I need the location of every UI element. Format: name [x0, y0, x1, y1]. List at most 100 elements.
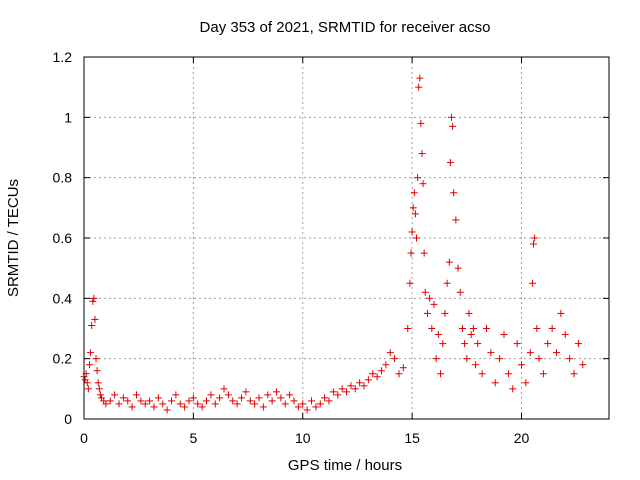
x-tick-label: 10 [295, 430, 311, 446]
data-point [141, 400, 149, 408]
data-point [533, 325, 541, 332]
data-point [88, 321, 96, 329]
data-point [95, 385, 103, 393]
data-point [360, 382, 368, 390]
data-point [406, 279, 414, 287]
data-point [347, 382, 355, 390]
data-point [410, 189, 418, 197]
data-point [414, 174, 422, 182]
y-tick-label: 0.8 [53, 170, 73, 186]
data-point [207, 391, 215, 399]
data-point [530, 240, 538, 248]
data-point [277, 394, 285, 402]
data-point [548, 325, 556, 332]
y-tick-label: 0.6 [53, 230, 73, 246]
data-point [119, 394, 127, 402]
data-point [574, 340, 582, 348]
data-point [268, 397, 276, 405]
data-point [92, 355, 100, 363]
data-point [338, 385, 346, 393]
grid-lines [84, 57, 609, 419]
data-point [351, 385, 359, 393]
data-point [463, 355, 471, 363]
data-point [220, 385, 228, 393]
data-point [420, 249, 428, 257]
data-point [448, 113, 455, 121]
data-point [478, 370, 486, 378]
data-point [539, 370, 547, 378]
data-point [472, 361, 480, 369]
data-point [566, 355, 574, 363]
data-point [172, 391, 180, 399]
x-axis-title: GPS time / hours [288, 457, 402, 474]
y-tick-label: 1 [64, 109, 72, 125]
data-point [290, 397, 298, 405]
data-point [544, 340, 552, 348]
data-point [454, 264, 462, 272]
data-point [526, 349, 534, 357]
data-point [432, 355, 440, 363]
data-point [255, 394, 263, 402]
data-point [238, 394, 245, 402]
data-point [286, 391, 294, 399]
y-tick-label: 0.2 [53, 351, 73, 367]
data-point [203, 397, 210, 405]
data-point [445, 258, 453, 266]
data-point [373, 373, 381, 381]
data-point [128, 403, 136, 411]
data-point [181, 403, 189, 411]
data-point [150, 403, 158, 411]
data-point [369, 370, 377, 378]
data-point [133, 391, 140, 399]
data-point [233, 400, 241, 408]
data-point [102, 400, 110, 408]
data-point [461, 340, 469, 348]
data-point [211, 400, 219, 408]
data-point [483, 325, 490, 332]
data-point [441, 309, 449, 317]
data-point [308, 397, 315, 405]
data-point [399, 364, 407, 372]
data-point [364, 376, 372, 384]
data-point [426, 294, 434, 302]
data-point [411, 210, 419, 218]
data-point [557, 309, 565, 317]
data-point [229, 397, 237, 405]
data-point [176, 400, 184, 408]
data-point [528, 279, 536, 287]
x-tick-label: 5 [189, 430, 197, 446]
data-point [334, 391, 342, 399]
data-point [325, 397, 333, 405]
data-point [391, 355, 399, 363]
data-point [456, 288, 464, 296]
data-point [194, 400, 202, 408]
data-point [91, 315, 99, 323]
data-point [251, 400, 259, 408]
data-point [579, 361, 587, 369]
data-point [404, 325, 412, 332]
data-point [409, 204, 417, 212]
data-point [281, 400, 289, 408]
y-axis-title: SRMTID / TECUs [5, 179, 22, 297]
data-point [430, 300, 438, 308]
y-tick-label: 0.4 [53, 290, 73, 306]
data-point [452, 216, 460, 224]
data-point [413, 234, 420, 242]
data-point [84, 385, 92, 393]
data-point [407, 249, 415, 257]
data-point [378, 367, 385, 375]
data-point [246, 397, 254, 405]
data-point [198, 403, 206, 411]
data-point [504, 370, 512, 378]
chart-title: Day 353 of 2021, SRMTID for receiver acs… [200, 19, 491, 36]
axis-ticks: 0 5 10 15 20 0 0.2 0.4 0.6 0.8 1 1.2 [53, 49, 609, 446]
data-point [124, 397, 132, 405]
plot-frame [83, 56, 610, 420]
data-points [80, 74, 587, 414]
data-point [386, 349, 394, 357]
data-point [189, 394, 197, 402]
data-point [382, 361, 390, 369]
data-point [111, 391, 119, 399]
data-point [496, 355, 504, 363]
